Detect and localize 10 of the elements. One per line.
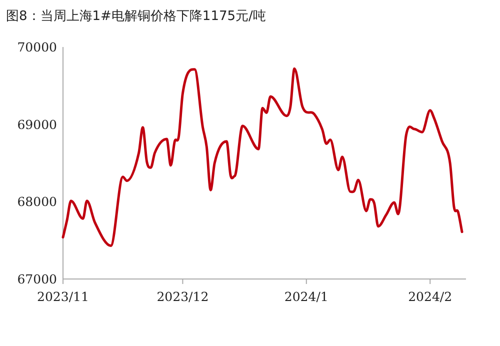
y-tick-label: 70000 bbox=[17, 40, 58, 54]
y-tick-label: 68000 bbox=[17, 194, 58, 210]
x-tick-label: 2023/11 bbox=[37, 289, 89, 304]
line-series bbox=[62, 67, 464, 247]
y-tick-label: 67000 bbox=[17, 272, 58, 286]
y-tick-label: 69000 bbox=[17, 116, 58, 132]
x-tick-label: 2023/12 bbox=[156, 289, 209, 304]
chart-title: 图8：当周上海1#电解铜价格下降1175元/吨 bbox=[6, 9, 266, 24]
x-tick-label: 2024/1 bbox=[284, 289, 328, 304]
x-tick-label: 2024/2 bbox=[408, 289, 452, 304]
